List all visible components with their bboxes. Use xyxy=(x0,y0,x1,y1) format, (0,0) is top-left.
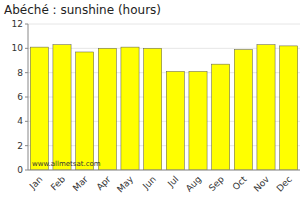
chart: Abéché : sunshine (hours) 0 2 4 6 8 10 12 JanFeb… xyxy=(0,0,306,200)
y-tick-label: 12 xyxy=(12,19,23,29)
bar xyxy=(30,47,48,170)
x-tick-label: Oct xyxy=(230,174,248,192)
chart-container: Abéché : sunshine (hours) 0 2 4 6 8 10 12 JanFeb… xyxy=(0,0,306,200)
grid-line xyxy=(28,170,300,171)
bar xyxy=(144,48,162,170)
watermark: www.allmetsat.com xyxy=(32,160,101,168)
x-tick-label: Sep xyxy=(207,174,226,193)
y-tick-label: 8 xyxy=(17,68,23,78)
x-tick-label: Mar xyxy=(71,174,90,193)
bar xyxy=(166,71,184,170)
y-tick-label: 10 xyxy=(12,43,24,53)
x-tick-label: Feb xyxy=(49,174,68,193)
y-tick-label: 2 xyxy=(17,141,23,151)
y-tick-label: 6 xyxy=(17,92,23,102)
bar xyxy=(257,45,275,170)
x-tick-label: Nov xyxy=(252,174,272,194)
x-axis xyxy=(28,170,300,171)
y-tick-label: 0 xyxy=(17,165,23,175)
bar xyxy=(53,45,71,170)
x-tick-label: Jul xyxy=(165,174,180,189)
bar xyxy=(189,71,207,170)
grid-line xyxy=(28,24,300,25)
y-axis xyxy=(28,24,29,170)
bar xyxy=(280,46,298,170)
x-tick-label: Apr xyxy=(94,174,112,192)
bars xyxy=(30,45,297,170)
bar xyxy=(76,52,94,170)
x-tick-label: Dec xyxy=(275,174,294,193)
x-tick-label: Jan xyxy=(27,174,45,192)
bar xyxy=(234,50,252,170)
bar xyxy=(98,48,116,170)
bar xyxy=(212,64,230,170)
title: Abéché : sunshine (hours) xyxy=(4,3,161,17)
x-tick-label: May xyxy=(115,174,136,195)
bar xyxy=(121,47,139,170)
x-tick-label: Jun xyxy=(140,174,158,192)
x-tick-label: Aug xyxy=(184,174,204,194)
y-tick-label: 4 xyxy=(17,116,23,126)
